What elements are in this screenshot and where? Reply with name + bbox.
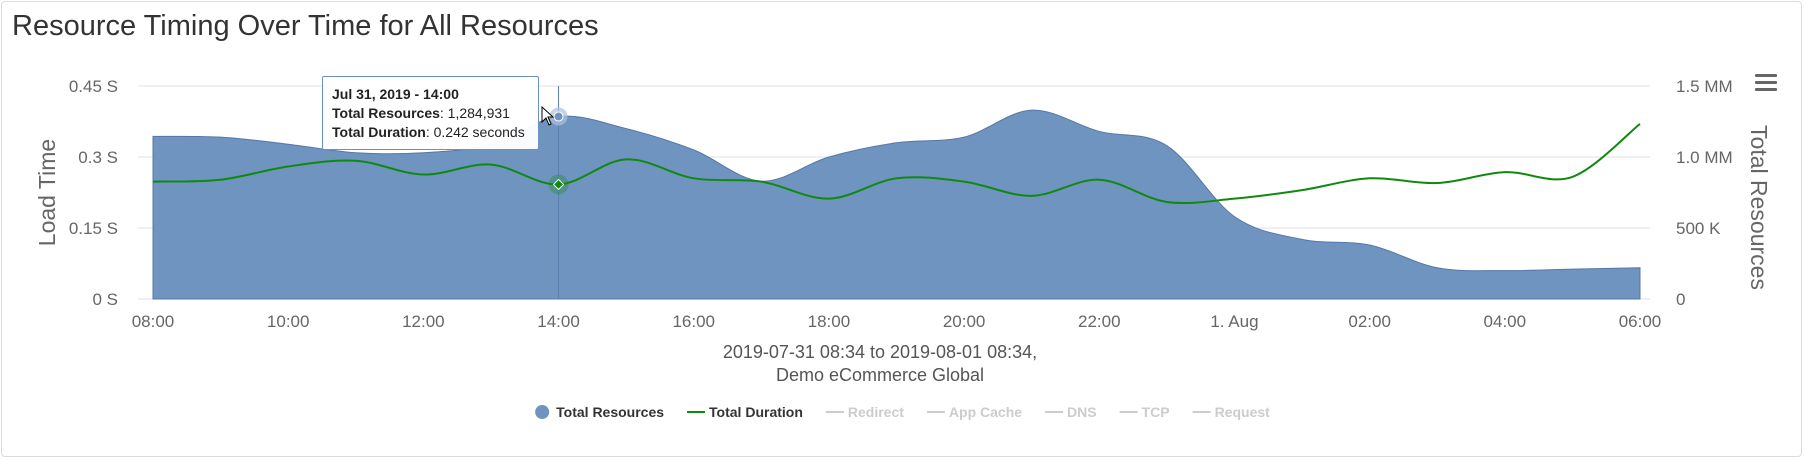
tooltip-resources-label: Total Resources bbox=[332, 105, 440, 121]
mouse-pointer-icon bbox=[541, 106, 555, 126]
series-total-duration-line bbox=[152, 123, 1641, 205]
x-tick-label: 06:00 bbox=[1619, 312, 1662, 331]
menu-icon-bar bbox=[1755, 81, 1777, 84]
menu-icon-bar bbox=[1755, 74, 1777, 77]
x-tick-label: 1. Aug bbox=[1210, 312, 1258, 331]
tooltip-duration-value: 0.242 seconds bbox=[433, 124, 525, 140]
tooltip-resources-value: 1,284,931 bbox=[447, 105, 510, 121]
chart-caption-line2: Demo eCommerce Global bbox=[776, 365, 984, 385]
y-left-tick-label: 0.3 S bbox=[78, 148, 118, 167]
y-right-tick-label: 500 K bbox=[1676, 219, 1721, 238]
hover-marker-total-resources bbox=[553, 111, 564, 122]
legend-item-tcp[interactable]: TCP bbox=[1142, 404, 1170, 420]
y-right-tick-label: 0 bbox=[1676, 290, 1685, 309]
legend-item-total-duration[interactable]: Total Duration bbox=[709, 404, 803, 420]
x-tick-label: 04:00 bbox=[1484, 312, 1527, 331]
legend-item-request[interactable]: Request bbox=[1215, 404, 1271, 420]
series-total-resources-area bbox=[152, 109, 1641, 300]
x-tick-label: 20:00 bbox=[943, 312, 986, 331]
chart-title: Resource Timing Over Time for All Resour… bbox=[12, 10, 599, 42]
y-right-tick-label: 1.0 MM bbox=[1676, 148, 1733, 167]
x-tick-label: 16:00 bbox=[672, 312, 715, 331]
y-left-tick-label: 0.15 S bbox=[69, 219, 118, 238]
data-tooltip: Jul 31, 2019 - 14:00 Total Resources: 1,… bbox=[322, 76, 539, 150]
x-tick-label: 10:00 bbox=[267, 312, 310, 331]
legend-item-dns[interactable]: DNS bbox=[1067, 404, 1097, 420]
x-tick-label: 02:00 bbox=[1348, 312, 1391, 331]
legend-symbol-total-resources bbox=[535, 405, 550, 419]
y-left-tick-label: 0.45 S bbox=[69, 77, 118, 96]
tooltip-date: Jul 31, 2019 - 14:00 bbox=[332, 86, 459, 102]
chart-caption-line1: 2019-07-31 08:34 to 2019-08-01 08:34, bbox=[723, 342, 1037, 362]
legend-item-redirect[interactable]: Redirect bbox=[848, 404, 904, 420]
y-right-axis-title: Total Resources bbox=[1746, 125, 1772, 290]
menu-icon-bar bbox=[1755, 88, 1777, 91]
x-tick-label: 14:00 bbox=[537, 312, 580, 331]
y-right-tick-label: 1.5 MM bbox=[1676, 77, 1733, 96]
hover-marker-total-duration bbox=[552, 178, 565, 191]
legend-item-total-resources[interactable]: Total Resources bbox=[556, 404, 664, 420]
y-left-tick-label: 0 S bbox=[92, 290, 118, 309]
x-tick-label: 18:00 bbox=[808, 312, 851, 331]
x-tick-label: 12:00 bbox=[402, 312, 445, 331]
hamburger-menu-icon[interactable] bbox=[1755, 74, 1777, 92]
x-tick-label: 08:00 bbox=[132, 312, 175, 331]
y-left-axis-title: Load Time bbox=[34, 139, 60, 246]
legend-item-app-cache[interactable]: App Cache bbox=[949, 404, 1022, 420]
tooltip-duration-label: Total Duration bbox=[332, 124, 426, 140]
x-tick-label: 22:00 bbox=[1078, 312, 1121, 331]
